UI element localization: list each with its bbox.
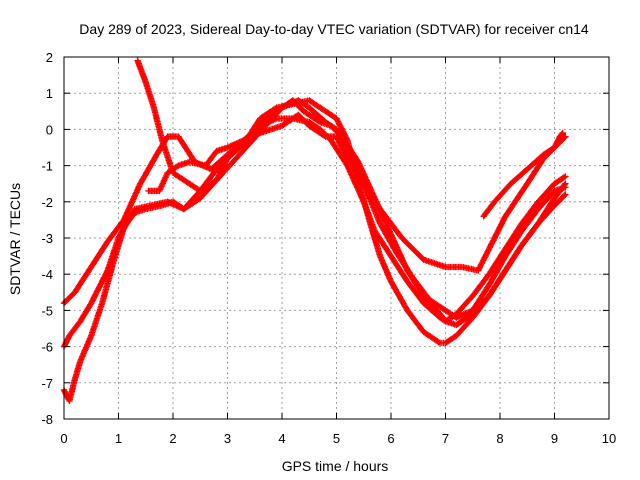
y-tick-label: 1 [46, 86, 53, 101]
x-tick-label: 3 [224, 431, 231, 446]
series-track-6 [480, 129, 566, 220]
y-tick-label: 0 [46, 122, 53, 137]
tick-marks [63, 56, 610, 420]
series-track-5 [145, 111, 569, 274]
series-markers [60, 97, 569, 350]
x-tick-label: 10 [602, 431, 616, 446]
x-tick-label: 0 [60, 431, 67, 446]
x-tick-label: 5 [333, 431, 340, 446]
y-tick-label: -1 [41, 159, 53, 174]
y-tick-labels: 2 1 0 -1 -2 -3 -4 -5 -6 -7 -8 [41, 50, 53, 427]
chart-title: Day 289 of 2023, Sidereal Day-to-day VTE… [79, 21, 589, 37]
x-axis-label: GPS time / hours [282, 458, 389, 474]
x-tick-label: 4 [278, 431, 285, 446]
x-tick-label: 6 [387, 431, 394, 446]
y-tick-label: -8 [41, 412, 53, 427]
series-track-4 [134, 57, 569, 347]
y-tick-label: -7 [41, 376, 53, 391]
x-tick-label: 2 [169, 431, 176, 446]
y-tick-label: -6 [41, 340, 53, 355]
y-tick-label: 2 [46, 50, 53, 65]
y-tick-label: -3 [41, 231, 53, 246]
x-tick-label: 1 [115, 431, 122, 446]
y-tick-label: -5 [41, 303, 53, 318]
series-layer [60, 57, 569, 405]
series-track-3 [60, 97, 569, 405]
x-tick-labels: 0 1 2 3 4 5 6 7 8 9 10 [60, 431, 616, 446]
x-tick-label: 9 [551, 431, 558, 446]
y-axis-label: SDTVAR / TECUs [7, 183, 23, 295]
x-tick-label: 7 [442, 431, 449, 446]
series-markers [60, 97, 569, 405]
series-track-2 [60, 97, 569, 350]
x-tick-label: 8 [496, 431, 503, 446]
y-tick-label: -4 [41, 267, 53, 282]
y-tick-label: -2 [41, 195, 53, 210]
